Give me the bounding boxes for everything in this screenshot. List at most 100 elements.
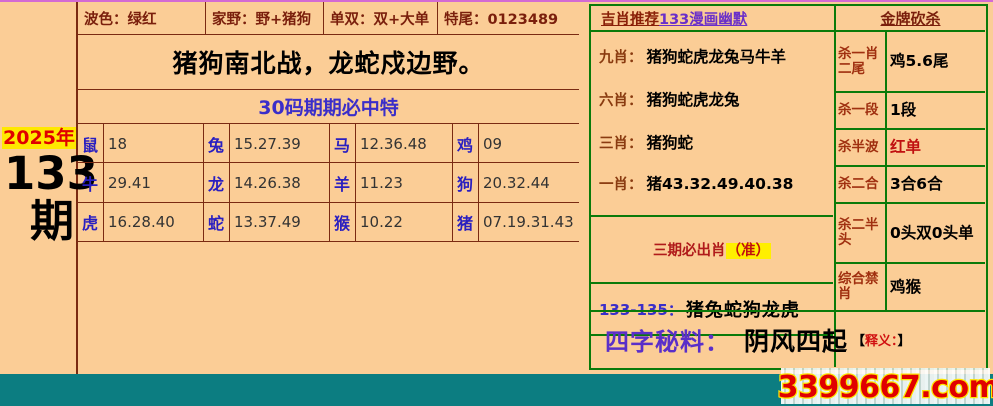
zodiac-name: 马	[330, 124, 356, 164]
issue-unit: 期	[30, 196, 74, 247]
kansha-value: 红单	[890, 138, 922, 156]
sizi-note: 【释义：】	[852, 330, 911, 349]
zodiac-number-grid: 鼠 18 兔 15.27.39 马 12.36.48 鸡 09	[78, 124, 579, 242]
sanqi-section: 三期必出肖（准）	[591, 217, 833, 284]
zodiac-name: 兔	[204, 124, 230, 164]
zodiac-name: 蛇	[204, 202, 230, 242]
top-hairline	[0, 0, 993, 2]
kansha-value: 1段	[890, 101, 917, 119]
zodiac-cell: 兔 15.27.39	[204, 124, 330, 164]
zodiac-numbers: 09	[483, 134, 503, 153]
kansha-title: 金牌砍杀	[836, 6, 985, 32]
zodiac-name: 狗	[453, 163, 479, 203]
table-row: 鼠 18 兔 15.27.39 马 12.36.48 鸡 09	[78, 124, 579, 164]
sizi-secret-section: 四字秘料： 阴风四起 【释义：】	[591, 310, 985, 367]
kansha-label: 杀一段	[836, 93, 887, 128]
zodiac-cell: 羊 11.23	[330, 163, 453, 203]
zodiac-name: 鼠	[78, 124, 104, 164]
zodiac-cell: 狗 20.32.44	[453, 163, 579, 203]
header-cell-danshuang: 单双：双+大单	[324, 2, 438, 35]
kansha-value: 3合6合	[890, 175, 943, 193]
zodiac-cell: 猪 07.19.31.43	[453, 202, 579, 242]
table-row: 综合禁肖 鸡猴	[836, 264, 985, 310]
xiao-label: 一肖：	[599, 176, 643, 193]
comic-link[interactable]: 133漫画幽默	[659, 11, 748, 28]
zodiac-numbers: 13.37.49	[234, 213, 301, 232]
table-row: 杀一段 1段	[836, 93, 985, 130]
sanqi-accuracy-badge: （准）	[725, 243, 771, 259]
sub-slogan: 30码期期必中特	[78, 90, 579, 124]
jixiao-label: 吉肖推荐	[601, 11, 659, 28]
zodiac-cell: 鸡 09	[453, 124, 579, 164]
zodiac-name: 猪	[453, 202, 479, 242]
sizi-value: 阴风四起	[744, 326, 849, 356]
table-row: 杀一肖二尾 鸡5.6尾	[836, 32, 985, 93]
main-slogan: 猪狗南北战，龙蛇戍边野。	[78, 35, 579, 90]
zodiac-cell: 蛇 13.37.49	[204, 202, 330, 242]
list-item: 一肖： 猪43.32.49.40.38	[599, 172, 793, 194]
sizi-label: 四字秘料：	[605, 328, 730, 356]
header-cell-jiaye: 家野：野+猪狗	[206, 2, 324, 35]
zodiac-cell: 鼠 18	[78, 124, 204, 164]
xiao-value: 猪狗蛇虎龙兔马牛羊	[646, 48, 787, 66]
list-item: 三肖： 猪狗蛇	[599, 131, 693, 153]
xiao-value: 猪狗蛇	[646, 134, 694, 152]
sanqi-title-line: 三期必出肖（准）	[653, 239, 771, 260]
year-badge: 2025年	[2, 127, 76, 149]
issue-number: 133	[4, 147, 98, 200]
xiao-label: 三肖：	[599, 135, 643, 152]
xiao-label: 九肖：	[599, 49, 643, 66]
watermark-site: 3399667.com	[776, 368, 993, 406]
watermark-background	[781, 368, 990, 404]
zodiac-cell: 龙 14.26.38	[204, 163, 330, 203]
kansha-label: 杀二半头	[836, 204, 887, 262]
sizi-note-key: 释义：	[865, 334, 898, 349]
zodiac-numbers: 12.36.48	[360, 134, 427, 153]
sizi-note-close: 】	[897, 334, 911, 349]
kansha-label: 综合禁肖	[836, 264, 887, 310]
zodiac-numbers: 14.26.38	[234, 173, 301, 192]
zodiac-cell: 猴 10.22	[330, 202, 453, 242]
table-row: 牛 29.41 龙 14.26.38 羊 11.23 狗 20.32.44	[78, 163, 579, 203]
left-table-filler	[78, 242, 579, 374]
issue-range-label: 133-135：	[599, 300, 683, 319]
xiao-value: 猪43.32.49.40.38	[646, 175, 794, 193]
zodiac-numbers: 29.41	[108, 173, 151, 192]
zodiac-name: 猴	[330, 202, 356, 242]
header-cell-bose: 波色：绿红	[78, 2, 206, 35]
list-item: 九肖： 猪狗蛇虎龙兔马牛羊	[599, 45, 786, 67]
table-row: 杀半波 红单	[836, 130, 985, 167]
xiao-label: 六肖：	[599, 92, 643, 109]
kansha-table: 杀一肖二尾 鸡5.6尾 杀一段 1段 杀半波 红单 杀二合 3合6合 杀二半头 …	[836, 32, 985, 310]
zodiac-numbers: 10.22	[360, 213, 403, 232]
kansha-label: 杀二合	[836, 167, 887, 202]
zodiac-numbers: 16.28.40	[108, 213, 175, 232]
issue-column: 2025年 133 期	[0, 2, 98, 374]
zodiac-name: 虎	[78, 202, 104, 242]
list-item: 六肖： 猪狗蛇虎龙兔	[599, 88, 740, 110]
xiao-recommend-box: 九肖： 猪狗蛇虎龙兔马牛羊 六肖： 猪狗蛇虎龙兔 三肖： 猪狗蛇 一肖： 猪43…	[591, 32, 833, 217]
jixiao-recommend-title[interactable]: 吉肖推荐 133漫画幽默	[591, 6, 836, 32]
attribute-header-row: 波色：绿红 家野：野+猪狗 单双：双+大单 特尾：0123489	[78, 2, 579, 35]
kansha-value: 鸡猴	[890, 277, 922, 296]
table-row: 虎 16.28.40 蛇 13.37.49 猴 10.22 猪 07.19.31…	[78, 202, 579, 242]
zodiac-cell: 马 12.36.48	[330, 124, 453, 164]
header-cell-tewei: 特尾：0123489	[444, 12, 559, 28]
zodiac-numbers: 20.32.44	[483, 173, 550, 192]
zodiac-numbers: 07.19.31.43	[483, 213, 574, 232]
left-forecast-table: 2025年 133 期 波色：绿红 家野：野+猪狗 单双：双+大单 特尾：012…	[0, 2, 579, 374]
zodiac-cell: 牛 29.41	[78, 163, 204, 203]
right-info-panel: 吉肖推荐 133漫画幽默 金牌砍杀 九肖： 猪狗蛇虎龙兔马牛羊 六肖： 猪狗蛇虎龙…	[589, 4, 988, 370]
kansha-value: 鸡5.6尾	[890, 52, 949, 70]
kansha-label: 杀半波	[836, 130, 887, 165]
zodiac-numbers: 18	[108, 134, 128, 153]
left-table-body: 波色：绿红 家野：野+猪狗 单双：双+大单 特尾：0123489 猪狗南北战，龙…	[78, 2, 579, 374]
zodiac-name: 羊	[330, 163, 356, 203]
sanqi-title: 三期必出肖	[653, 243, 726, 259]
table-row: 杀二合 3合6合	[836, 167, 985, 204]
zodiac-numbers: 15.27.39	[234, 134, 301, 153]
xiao-value: 猪狗蛇虎龙兔	[646, 91, 740, 109]
zodiac-name: 鸡	[453, 124, 479, 164]
zodiac-cell: 虎 16.28.40	[78, 202, 204, 242]
